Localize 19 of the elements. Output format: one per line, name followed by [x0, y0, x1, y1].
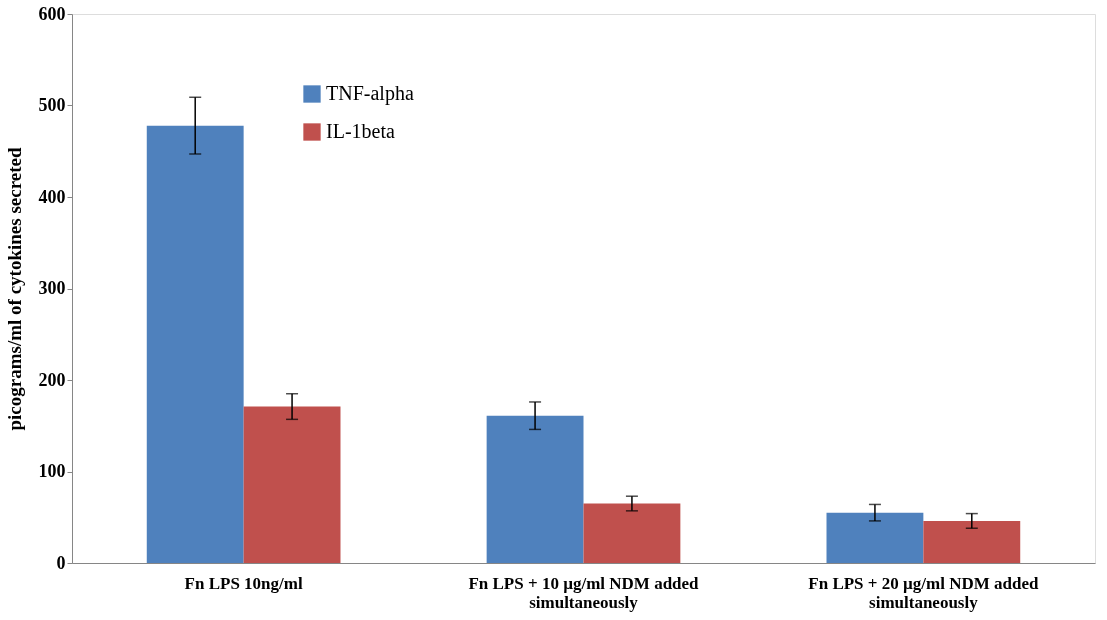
bar [923, 520, 1021, 563]
x-tick-label: Fn LPS + 10 µg/ml NDM added simultaneously [468, 573, 700, 612]
y-tick-label: 500 [38, 95, 66, 115]
bar [486, 415, 584, 563]
y-tick-label: 200 [38, 369, 66, 390]
bar [146, 125, 244, 563]
y-axis-title: picograms/ml of cytokines secreted [3, 147, 25, 431]
y-tick-label: 100 [38, 461, 66, 481]
y-tick-label: 400 [38, 186, 66, 207]
legend-label: TNF-alpha [326, 82, 414, 105]
bar [243, 406, 341, 563]
y-tick-label: 0 [56, 552, 66, 573]
x-tick-label: Fn LPS + 20 µg/ml NDM added simultaneously [808, 573, 1039, 612]
y-tick-label: 300 [38, 278, 66, 298]
legend-label: IL-1beta [326, 120, 395, 142]
y-tick-label: 600 [38, 3, 66, 24]
bar [583, 503, 681, 563]
x-tick-label: Fn LPS 10ng/ml [184, 573, 303, 593]
bar [826, 512, 924, 563]
